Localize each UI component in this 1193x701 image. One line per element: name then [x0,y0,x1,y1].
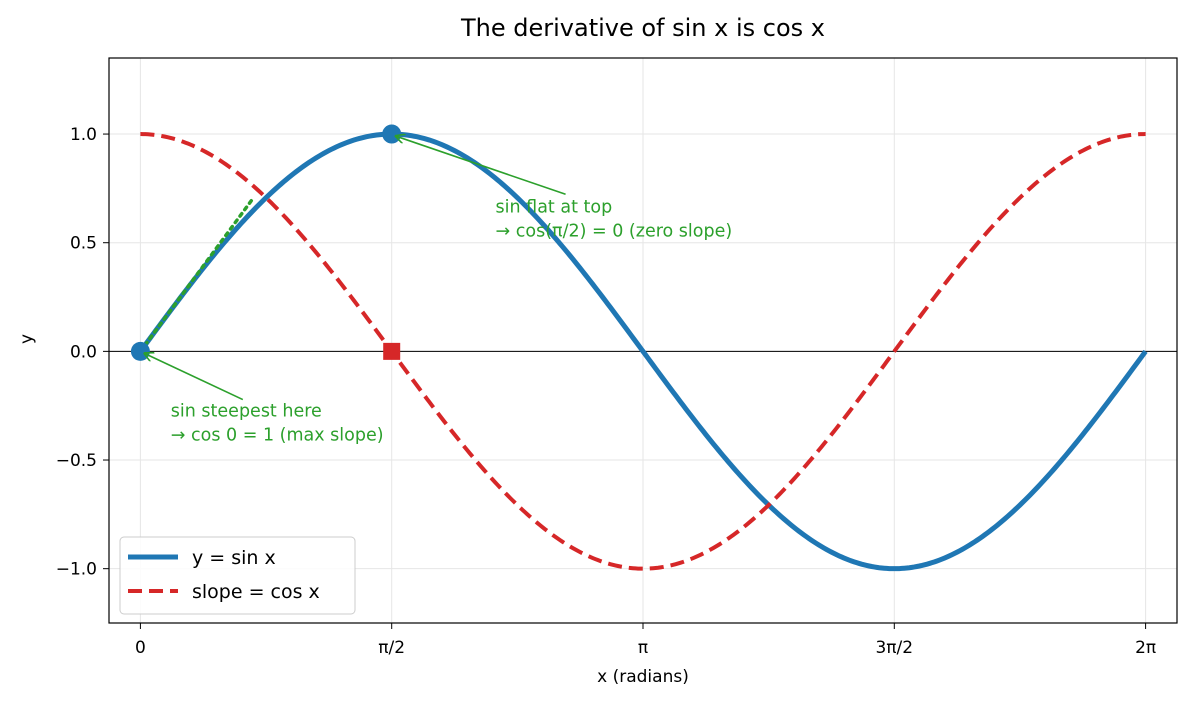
legend-label-cos: slope = cos x [192,581,320,603]
x-axis-title: x (radians) [597,667,689,687]
y-tick-label: 0.5 [70,234,97,254]
y-tick-label: −1.0 [56,560,97,580]
y-tick-label: −0.5 [56,451,97,471]
x-tick-label: π/2 [378,638,405,658]
annotation-0: sin steepest here → cos 0 = 1 (max slope) [171,402,384,446]
series-line-cos [140,132,1146,571]
annotation-arrow-1 [396,136,566,196]
legend-label-sin: y = sin x [192,547,276,569]
annotation-0-line-0: sin steepest here [171,402,322,422]
annotation-0-line-1: → cos 0 = 1 (max slope) [171,426,384,446]
annotation-1: sin flat at top → cos(π/2) = 0 (zero slop… [496,197,733,241]
y-tick-label: 0.0 [70,342,97,362]
annotation-arrow-0 [144,353,244,401]
x-tick-label: 3π/2 [875,638,913,658]
legend-box [119,536,356,615]
plot-area [138,131,1148,572]
annotation-1-line-1: → cos(π/2) = 0 (zero slope) [496,221,733,241]
chart-title: The derivative of sin x is cos x [460,14,825,42]
legend: y = sin x slope = cos x [119,536,356,615]
x-tick-label: 2π [1135,638,1156,658]
tangent-line [138,197,255,354]
y-tick-label: 1.0 [70,125,97,145]
marker-square-2 [383,342,401,360]
marker-point-1 [382,124,402,144]
x-tick-label: π [638,638,648,658]
y-axis-title: y [17,334,37,344]
marker-point-0 [130,341,150,361]
annotation-1-line-0: sin flat at top [496,197,613,217]
x-tick-label: 0 [135,638,146,658]
series-line-sin [138,131,1148,572]
